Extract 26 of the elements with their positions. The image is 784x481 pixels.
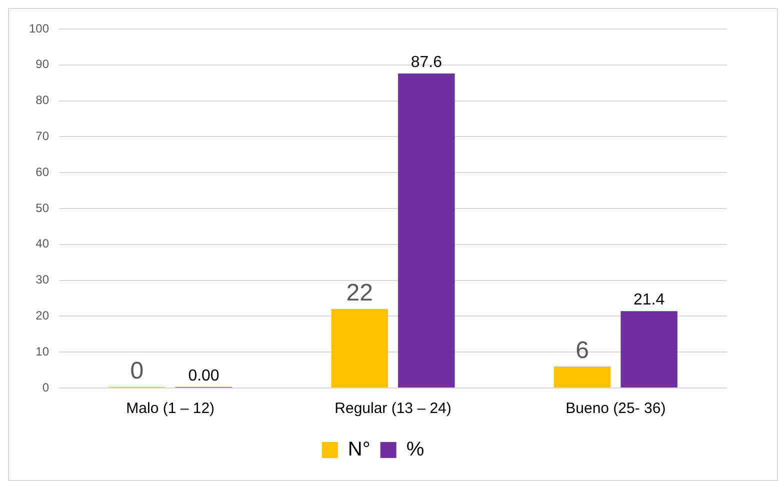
x-tick-label: Bueno (25- 36)	[566, 400, 666, 418]
y-tick-label: 80	[36, 93, 50, 108]
y-tick-label: 40	[36, 236, 50, 251]
legend-label: N°	[348, 438, 370, 461]
x-tick-label: Malo (1 – 12)	[126, 400, 215, 418]
y-tick-label: 30	[36, 272, 50, 287]
y-tick-label: 90	[36, 57, 50, 72]
legend-label: %	[406, 438, 424, 461]
y-tick-label: 50	[36, 200, 50, 215]
y-tick-label: 100	[28, 21, 50, 36]
data-label: 0.00	[188, 367, 220, 384]
y-tick-label: 0	[42, 380, 50, 394]
data-label: 6	[576, 337, 589, 364]
bar	[620, 311, 678, 388]
bar	[554, 366, 611, 388]
y-tick-label: 60	[36, 164, 50, 179]
data-label: 22	[346, 280, 373, 307]
y-tick-label: 20	[36, 308, 50, 323]
y-tick-label: 70	[36, 129, 50, 144]
data-label: 87.6	[410, 54, 442, 71]
x-tick-label: Regular (13 – 24)	[334, 400, 452, 418]
data-label: 0	[130, 358, 144, 385]
bar	[398, 74, 455, 388]
y-tick-label: 10	[36, 344, 50, 358]
data-label: 21.4	[634, 292, 665, 309]
bar	[331, 309, 388, 388]
